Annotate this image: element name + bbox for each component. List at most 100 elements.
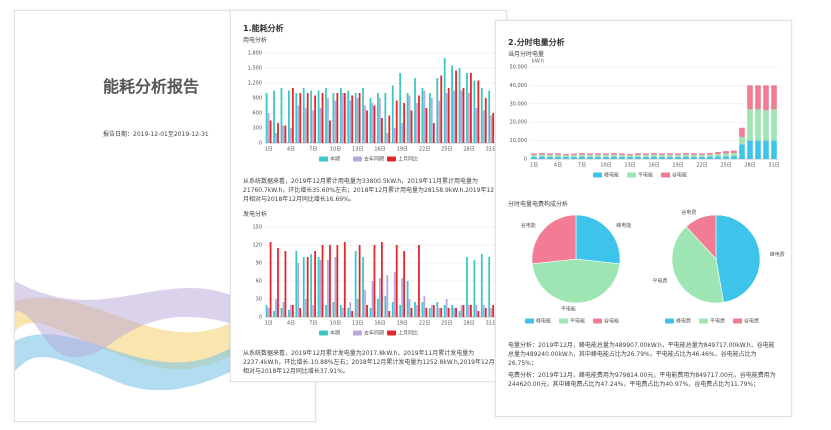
bar-segment: [723, 153, 729, 157]
bar-segment: [627, 154, 633, 156]
x-tick-label: 1日: [265, 321, 273, 327]
bar-segment: [555, 154, 561, 157]
bar: [423, 90, 426, 143]
x-tick-label: 16日: [374, 147, 385, 153]
bar-segment: [531, 154, 537, 157]
bar: [371, 281, 374, 317]
bar: [291, 305, 294, 317]
legend-label: 峰电费: [676, 318, 691, 325]
bar: [339, 88, 342, 143]
bar: [334, 257, 337, 317]
legend-label: 上月同比: [398, 330, 418, 337]
bar-segment: [563, 156, 569, 159]
bar-segment: [667, 154, 673, 157]
bar-segment: [547, 156, 553, 159]
bar: [366, 305, 368, 317]
bar: [445, 93, 448, 143]
bar: [356, 299, 359, 317]
bar: [430, 98, 433, 143]
bar-segment: [571, 156, 577, 159]
bar-segment: [651, 156, 657, 159]
y-tick-label: 30: [256, 297, 262, 303]
slice-label: 谷电费: [681, 209, 696, 216]
bar: [414, 78, 416, 143]
bar-segment: [595, 156, 601, 159]
legend-label: 去年同期: [364, 156, 384, 163]
x-tick-label: 7日: [309, 147, 317, 153]
bar: [373, 105, 376, 143]
bar: [275, 133, 277, 143]
bar-segment: [771, 85, 777, 110]
paragraph: 电量分析：2019年12月，峰电能总量为489907.00kW.h，平电能总量为…: [508, 342, 775, 367]
legend-swatch: [525, 318, 534, 324]
bar: [341, 93, 344, 143]
bar: [319, 108, 322, 143]
bar: [473, 260, 476, 317]
bar: [282, 302, 285, 317]
bar: [406, 281, 409, 317]
bar: [329, 245, 331, 317]
bar: [421, 88, 424, 143]
bar: [388, 311, 391, 317]
bar-segment: [691, 153, 697, 155]
legend-swatch: [319, 330, 328, 336]
bar: [341, 308, 344, 317]
bar-segment: [611, 154, 617, 157]
bar: [321, 93, 324, 143]
bar-segment: [755, 85, 761, 110]
x-tick-label: 10日: [600, 163, 611, 169]
bar-segment: [627, 156, 633, 159]
bar-segment: [715, 154, 721, 157]
bar-segment: [755, 140, 761, 159]
x-tick-label: 7日: [578, 163, 586, 169]
y-tick-label: 30,000: [510, 101, 528, 107]
pie-slice: [531, 258, 621, 304]
bar: [458, 68, 461, 143]
bar: [347, 308, 350, 317]
bar: [379, 98, 381, 143]
bar-segment: [739, 136, 745, 145]
bar: [351, 311, 354, 317]
bar: [349, 100, 352, 143]
bar: [267, 113, 270, 143]
bar: [438, 100, 441, 143]
bar: [468, 93, 470, 143]
y-tick-label: 600: [252, 111, 262, 117]
bar: [406, 93, 409, 143]
bar-segment: [619, 153, 625, 155]
x-tick-label: 4日: [287, 147, 295, 153]
x-tick-label: 19日: [672, 163, 683, 169]
bar: [395, 100, 398, 143]
bar-segment: [659, 153, 665, 155]
bar: [470, 73, 472, 143]
bar: [332, 302, 335, 317]
bar: [321, 245, 324, 317]
chart: 0 30 60 90 120 150 1日 4日 7日 10日 13日 16日 19日 22日 25日 28日…: [252, 225, 497, 337]
bar-segment: [643, 156, 649, 159]
bar: [288, 309, 290, 317]
bar: [428, 308, 431, 317]
bar: [269, 120, 272, 143]
bar-segment: [707, 152, 713, 155]
bar: [455, 70, 457, 143]
x-tick-label: 28日: [463, 147, 474, 153]
bar: [317, 90, 320, 143]
bar-segment: [651, 152, 657, 155]
bar: [477, 80, 480, 143]
bar: [432, 305, 435, 317]
bar-segment: [763, 140, 769, 159]
bar: [369, 98, 372, 143]
slice-label: 平电费: [653, 278, 668, 285]
bar-segment: [531, 153, 537, 155]
legend-label: 去年同期: [364, 330, 384, 337]
bar-segment: [587, 154, 593, 157]
bar: [416, 103, 418, 143]
legend-label: 峰电能: [604, 172, 619, 179]
bar: [339, 305, 342, 317]
bar: [477, 311, 480, 317]
bar-segment: [643, 153, 649, 155]
bar: [289, 305, 292, 317]
chart: kW.h 0 10,000 20,000 30,000 40,000 50,000 1日 4日 7…: [510, 59, 780, 179]
bar-segment: [611, 156, 617, 159]
bar: [484, 98, 487, 143]
